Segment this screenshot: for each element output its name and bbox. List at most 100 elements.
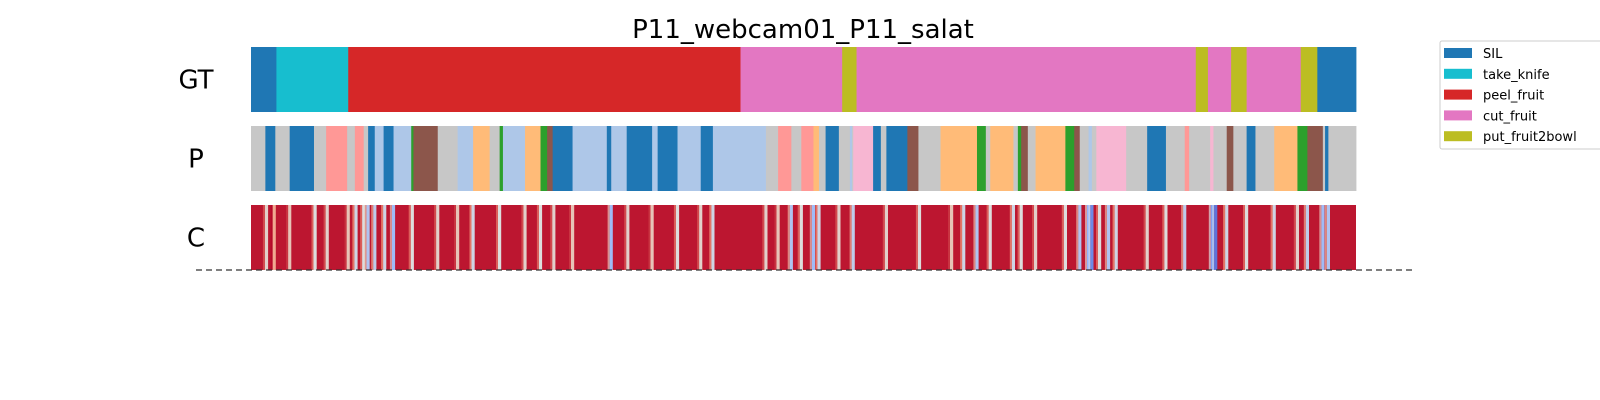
segment-SIL [886,126,908,191]
confidence-mark-halo [469,205,472,270]
confidence-mark-halo [1076,205,1079,270]
confidence-mark [456,205,460,270]
segment-p_gray [437,126,459,191]
segment-p_green [1065,126,1075,191]
confidence-mark-halo [762,205,765,270]
confidence-mark-halo [774,205,777,270]
segment-p_gray [919,126,941,191]
confidence-mark-halo [1085,205,1087,270]
segment-SIL [1317,47,1357,112]
confidence-mark-halo [1293,205,1296,270]
segment-SIL [873,126,882,191]
confidence-mark [471,205,475,270]
segment-p_pink [326,126,348,191]
confidence-mark-halo [882,205,885,270]
segment-p_lightblue [712,126,767,191]
segment-p_gray [1079,126,1089,191]
confidence-mark-halo [849,205,852,270]
confidence-mark [811,205,815,270]
confidence-mark [1078,205,1082,270]
confidence-mark [1106,205,1111,270]
segment-SIL [289,126,315,191]
confidence-mark [373,205,377,270]
legend-item: cut_fruit [1444,109,1537,124]
legend-item: peel_fruit [1444,89,1544,104]
segment-p_lightblue [677,126,702,191]
segment-p_brown [413,126,439,191]
confidence-mark [313,205,317,270]
confidence-mark [799,205,803,270]
confidence-mark-halo [787,205,790,270]
segment-p_orange [990,126,1014,191]
confidence-mark-halo [1162,205,1165,270]
confidence-mark [1305,205,1309,270]
segment-p_gray [1091,126,1097,191]
legend-label: put_fruit2bowl [1483,130,1577,145]
segment-p_orange [813,126,820,191]
confidence-mark-halo [1061,205,1064,270]
segment-p_orange [940,126,978,191]
segment-p_gray [1322,126,1326,191]
segment-p_gray [313,126,327,191]
segment-SIL [1246,126,1256,191]
segment-p_gray [818,126,826,191]
confidence-mark [1011,205,1015,270]
confidence-mark-halo [809,205,812,270]
segment-p_gray [363,126,369,191]
confidence-mark [362,205,366,270]
confidence-mark [626,205,630,270]
confidence-mark [383,205,387,270]
segment-SIL [251,47,277,112]
legend-label: peel_fruit [1483,89,1544,104]
segment-p_gray [918,126,920,191]
confidence-mark-halo [915,205,918,270]
segment-p_lightblue [1088,126,1093,191]
legend-swatch [1444,48,1472,58]
segment-p_pink [778,126,792,191]
chart-title: P11_webcam01_P11_salat [632,15,974,45]
confidence-mark [1225,205,1229,270]
segment-p_green [499,126,504,191]
confidence-mark [609,205,613,270]
segment-p_gray [880,126,887,191]
segment-SIL [825,126,840,191]
confidence-mark-halo [352,205,355,270]
segment-p_gray [1165,126,1186,191]
confidence-mark [675,205,680,270]
confidence-mark-halo [381,205,384,270]
segment-p_brown [907,126,919,191]
segment-SIL [1147,126,1167,191]
confidence-mark-halo [270,205,273,270]
confidence-mark-halo [550,205,553,270]
confidence-mark-halo [536,205,539,270]
confidence-base [251,205,1356,270]
confidence-mark [962,205,966,270]
row-gt: GT [178,47,1357,112]
confidence-mark-halo [1017,205,1020,270]
confidence-mark-halo [1181,205,1184,270]
confidence-mark-halo [607,205,610,270]
confidence-mark [764,205,768,270]
segment-SIL [368,126,376,191]
segment-p_green [1017,126,1022,191]
confidence-mark [1326,205,1330,270]
legend: SIL take_knife peel_fruit cut_fruit put_frui… [1439,40,1600,150]
confidence-mark [1145,205,1149,270]
confidence-mark [1272,205,1276,270]
segment-put_fruit2bowl [1195,47,1209,112]
segment-p_orange [525,126,541,191]
confidence-mark-halo [709,205,712,270]
segment-p_green [976,126,987,191]
confidence-mark [1114,205,1118,270]
confidence-mark-halo [364,205,367,270]
row-c: C [187,205,1356,270]
confidence-mark-halo [1009,205,1012,270]
confidence-mark-halo [454,205,456,270]
confidence-mark-halo [408,205,411,270]
legend-swatch [1444,110,1472,121]
confidence-mark [817,205,821,270]
legend-swatch [1444,131,1472,142]
confidence-mark-halo [1208,205,1211,270]
segment-p_gray [1213,126,1228,191]
confidence-mark [988,205,992,270]
